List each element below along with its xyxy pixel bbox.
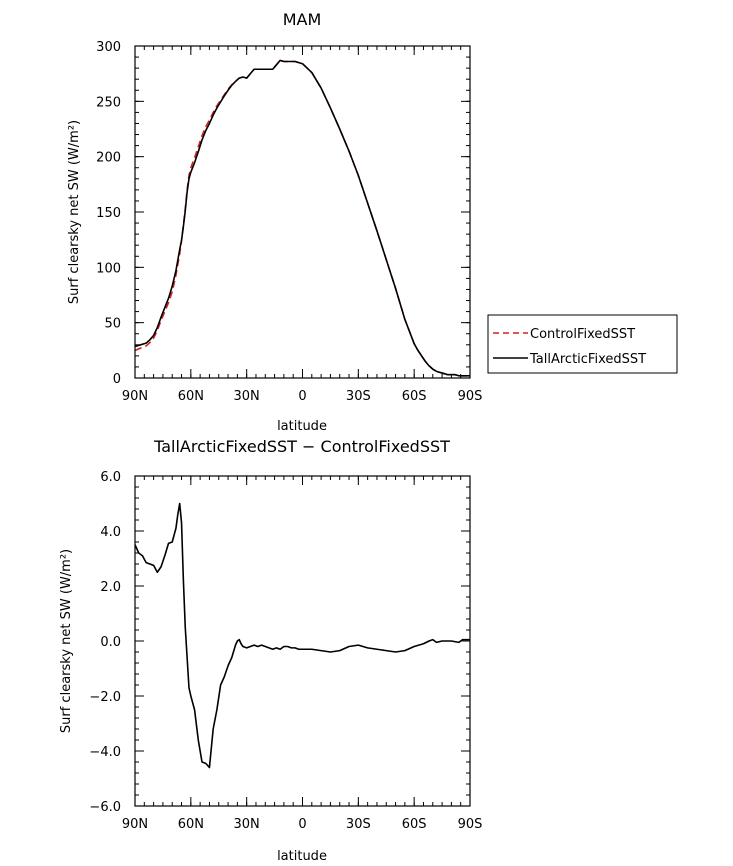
panel-2-x-tick-label: 90N — [122, 817, 148, 832]
panel-2-y-tick-label: −2.0 — [89, 690, 121, 705]
panel-1-x-tick-label: 90N — [122, 389, 148, 404]
panel-1-y-tick-label: 250 — [96, 95, 121, 110]
panel-2-y-tick-label: 0.0 — [100, 635, 121, 650]
panel-2-title: TallArcticFixedSST − ControlFixedSST — [153, 437, 450, 456]
legend-label-control: ControlFixedSST — [530, 327, 635, 342]
panel-2-y-axis-label: Surf clearsky net SW (W/m²) — [59, 549, 74, 733]
panel-2-y-tick-label: 2.0 — [100, 580, 121, 595]
panel-1-y-tick-label: 300 — [96, 40, 121, 55]
panel-1-series — [134, 59, 470, 377]
panel-1-x-tick-label: 60S — [402, 389, 427, 404]
panel-1-x-tick-label: 90S — [458, 389, 483, 404]
panel-1-y-axis-label: Surf clearsky net SW (W/m²) — [67, 120, 82, 304]
panel-2-plot-frame — [134, 475, 471, 807]
panel-2-x-tick-label: 0 — [298, 817, 306, 832]
panel-1-x-axis-label: latitude — [277, 419, 327, 434]
panel-1-title: MAM — [283, 10, 322, 29]
panel-1-y-tick-label: 200 — [96, 151, 121, 166]
panel-2-y-tick-label: −4.0 — [89, 745, 121, 760]
panel-1-y-tick-label: 50 — [104, 317, 121, 332]
panel-1-x-tick-label: 30N — [234, 389, 260, 404]
panel-2-ticks: 90N 60N 30N 0 30S 60S 90S −6.0 −4.0 −2.0 0.0 2.0 4.0… — [89, 470, 482, 832]
panel-2-x-tick-label: 30N — [234, 817, 260, 832]
panel-1-plot-frame — [134, 45, 471, 379]
panel-2-x-tick-label: 90S — [458, 817, 483, 832]
panel-2-x-axis-label: latitude — [277, 849, 327, 864]
panel-2-x-tick-label: 60S — [402, 817, 427, 832]
panel-1-x-tick-label: 60N — [178, 389, 204, 404]
panel-2-y-tick-label: −6.0 — [89, 800, 121, 815]
legend-box — [487, 314, 678, 374]
panel-2-y-tick-label: 4.0 — [100, 525, 121, 540]
panel-1-series-line-tallarcticfixedsst — [134, 59, 470, 377]
panel-2-x-tick-label: 30S — [346, 817, 371, 832]
panel-1-y-tick-label: 100 — [96, 261, 121, 276]
panel-1-y-tick-label: 0 — [113, 372, 121, 387]
panel-2-y-tick-label: 6.0 — [100, 470, 121, 485]
panel-1-series-line-controlfixedsst — [134, 59, 470, 377]
panel-2-series — [134, 502, 470, 769]
panel-1-x-tick-label: 30S — [346, 389, 371, 404]
legend-label-tallarctic: TallArcticFixedSST — [529, 352, 646, 367]
panel-1: MAM 90N 60N 30N 0 30S 60S 90S 0 50 100 150 200 250 30… — [67, 10, 678, 434]
panel-2: TallArcticFixedSST − ControlFixedSST 90N… — [59, 437, 482, 864]
panel-1-legend: ControlFixedSST TallArcticFixedSST — [487, 314, 678, 374]
panel-1-ticks: 90N 60N 30N 0 30S 60S 90S 0 50 100 150 200 250 300 — [96, 40, 482, 404]
panel-2-x-tick-label: 60N — [178, 817, 204, 832]
panel-2-series-line-difference — [134, 502, 470, 769]
panel-1-y-tick-label: 150 — [96, 206, 121, 221]
panel-1-x-tick-label: 0 — [298, 389, 306, 404]
